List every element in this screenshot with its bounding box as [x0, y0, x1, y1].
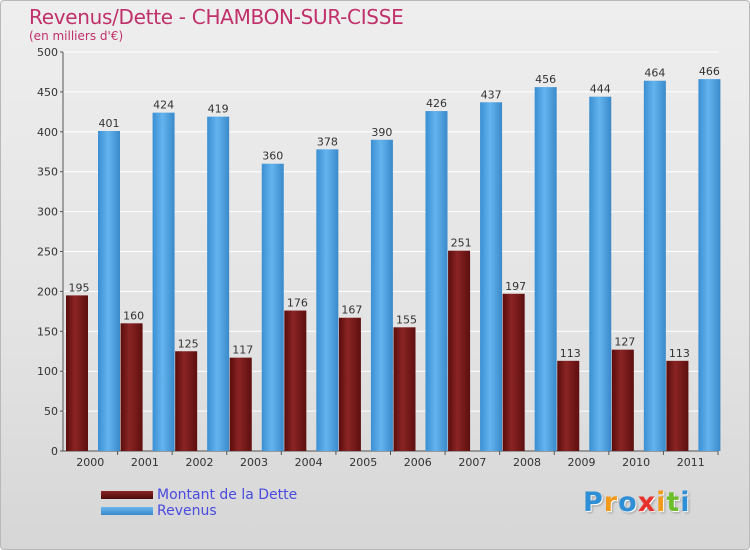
- y-tick-label: 300: [37, 206, 58, 219]
- bar-revenus: [698, 79, 721, 451]
- bar-revenus: [152, 112, 175, 451]
- y-tick-label: 0: [51, 445, 58, 458]
- logo-letter: r: [603, 487, 619, 518]
- data-label-dette: 197: [505, 280, 526, 293]
- x-tick-label: 2004: [295, 456, 323, 469]
- data-label-revenus: 464: [644, 67, 665, 80]
- bar-revenus: [98, 131, 120, 451]
- data-label-revenus: 456: [535, 73, 556, 86]
- data-label-revenus: 401: [99, 117, 120, 130]
- x-tick-label: 2000: [76, 456, 104, 469]
- bar-dette: [284, 310, 307, 451]
- x-tick-label: 2005: [349, 456, 377, 469]
- bar-dette: [120, 323, 143, 451]
- legend-item-revenus: Revenus: [101, 503, 297, 519]
- bar-revenus: [261, 163, 284, 451]
- y-tick-label: 50: [44, 405, 58, 418]
- bar-dette: [611, 349, 634, 451]
- data-label-revenus: 378: [317, 135, 338, 148]
- y-tick-label: 200: [37, 285, 58, 298]
- legend-swatch-revenus: [101, 507, 153, 515]
- bar-revenus: [480, 102, 503, 452]
- bar-dette: [175, 351, 198, 451]
- x-tick-label: 2003: [240, 456, 268, 469]
- legend: Montant de la Dette Revenus: [101, 487, 297, 519]
- data-label-dette: 113: [560, 347, 581, 360]
- y-tick-label: 450: [37, 86, 58, 99]
- bar-dette: [338, 317, 361, 451]
- data-label-dette: 113: [669, 347, 690, 360]
- data-label-dette: 117: [232, 344, 253, 357]
- data-label-dette: 167: [341, 304, 362, 317]
- data-label-revenus: 437: [481, 88, 502, 101]
- bar-revenus: [643, 80, 666, 451]
- logo-letter: i: [656, 487, 667, 518]
- data-label-dette: 176: [287, 297, 308, 310]
- data-label-dette: 160: [123, 309, 144, 322]
- bar-dette: [502, 293, 525, 451]
- x-tick-label: 2008: [513, 456, 541, 469]
- data-label-dette: 125: [178, 337, 199, 350]
- legend-label-dette: Montant de la Dette: [157, 487, 298, 503]
- x-tick-label: 2007: [458, 456, 486, 469]
- bar-dette: [229, 357, 252, 451]
- logo-letter: o: [618, 487, 638, 518]
- data-label-revenus: 444: [590, 83, 611, 96]
- data-label-revenus: 360: [262, 150, 283, 163]
- chart-subtitle: (en milliers d'€): [29, 29, 124, 43]
- bar-revenus: [534, 87, 557, 451]
- x-tick-label: 2011: [677, 456, 705, 469]
- bar-revenus: [370, 139, 393, 451]
- data-label-revenus: 426: [426, 97, 447, 110]
- data-label-dette: 127: [614, 336, 635, 349]
- bar-dette: [66, 295, 88, 451]
- bar-dette: [666, 360, 689, 451]
- bar-dette: [393, 327, 416, 451]
- data-label-dette: 155: [396, 313, 417, 326]
- bar-dette: [557, 360, 580, 451]
- logo-letter: i: [680, 487, 691, 518]
- legend-item-dette: Montant de la Dette: [101, 487, 297, 503]
- logo-letter: x: [637, 487, 657, 518]
- x-tick-label: 2002: [185, 456, 213, 469]
- data-label-revenus: 390: [371, 126, 392, 139]
- bar-revenus: [589, 96, 612, 452]
- data-label-dette: 195: [69, 281, 90, 294]
- legend-swatch-dette: [101, 491, 153, 499]
- x-tick-label: 2006: [404, 456, 432, 469]
- chart-title: Revenus/Dette - CHAMBON-SUR-CISSE: [29, 5, 404, 29]
- x-tick-label: 2001: [131, 456, 159, 469]
- data-label-dette: 251: [451, 237, 472, 250]
- y-tick-label: 250: [37, 246, 58, 259]
- bar-revenus: [425, 111, 448, 451]
- bar-revenus: [316, 149, 339, 451]
- y-tick-label: 150: [37, 325, 58, 338]
- bar-revenus: [207, 116, 230, 451]
- x-tick-label: 2010: [622, 456, 650, 469]
- data-labels: 195 401 160 424 125 419 117 360 176 378 167 390 155 4…: [69, 65, 720, 360]
- logo-letter: t: [666, 487, 681, 518]
- y-tick-label: 500: [37, 46, 58, 59]
- y-tick-label: 100: [37, 365, 58, 378]
- data-label-revenus: 419: [208, 103, 229, 116]
- data-label-revenus: 466: [699, 65, 720, 78]
- y-tick-label: 400: [37, 126, 58, 139]
- data-label-revenus: 424: [153, 99, 174, 112]
- y-tick-label: 350: [37, 166, 58, 179]
- proxiti-logo: Proxiti: [583, 487, 691, 518]
- bars: [66, 79, 721, 452]
- logo-letter: P: [583, 487, 604, 518]
- legend-label-revenus: Revenus: [157, 503, 217, 519]
- bar-dette: [448, 250, 471, 451]
- x-tick-label: 2009: [568, 456, 596, 469]
